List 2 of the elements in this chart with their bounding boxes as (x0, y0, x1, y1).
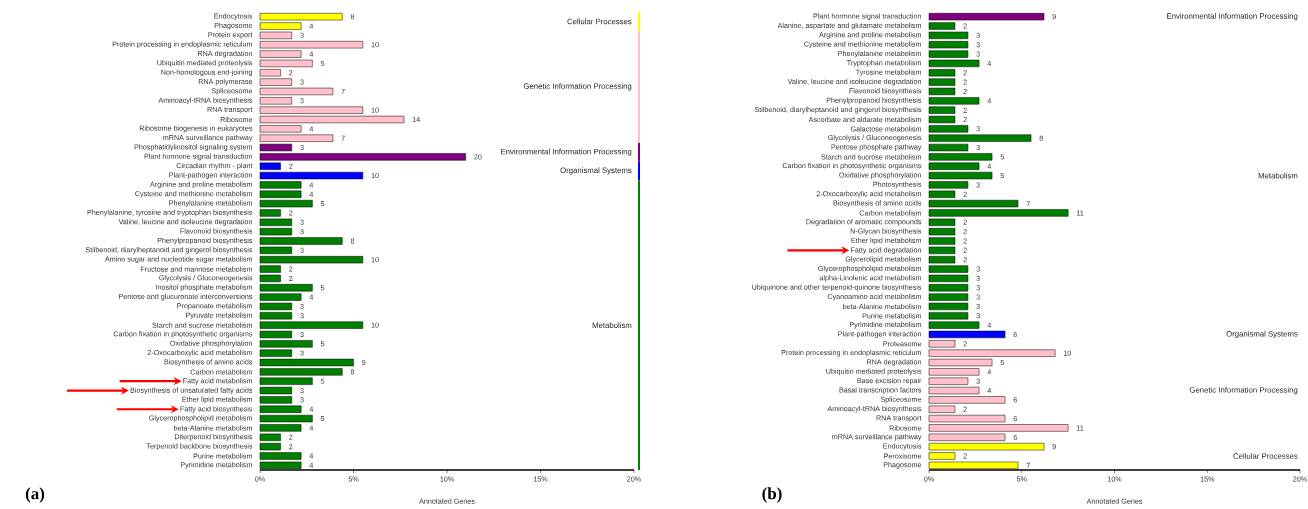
text: (b) (762, 487, 782, 503)
text: (a) (25, 487, 45, 503)
